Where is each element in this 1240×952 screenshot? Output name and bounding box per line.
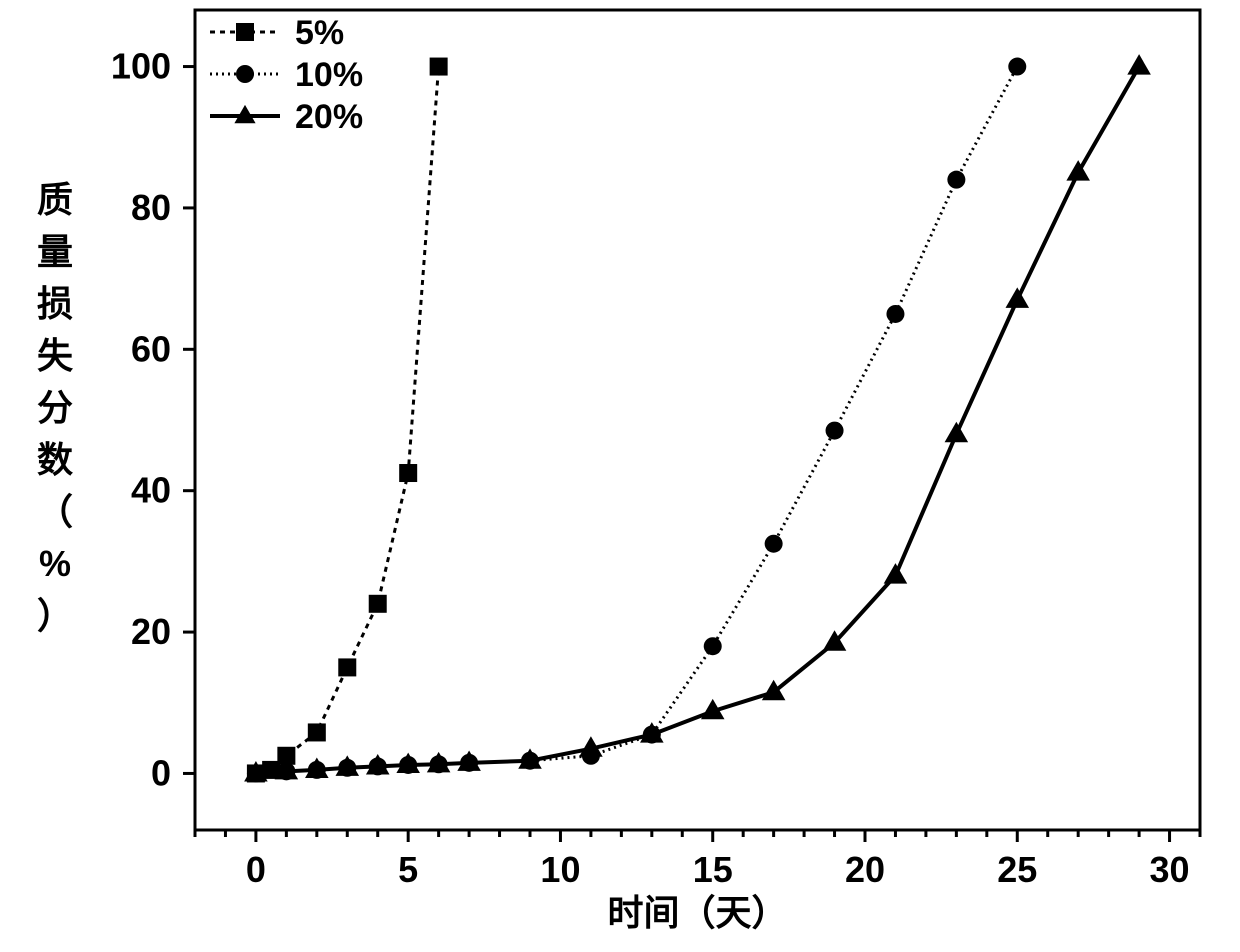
svg-text:0: 0 [246, 849, 266, 890]
svg-text:60: 60 [131, 328, 171, 369]
chart-container: 0 5 10 15 20 25 30 0 20 40 60 80 100 时间（天） 质量损失分数 （% ） 5%… [0, 0, 1240, 952]
svg-text:损: 损 [37, 283, 73, 324]
svg-text:0: 0 [151, 752, 171, 793]
svg-text:5: 5 [398, 849, 418, 890]
svg-text:数: 数 [37, 439, 73, 480]
svg-text:80: 80 [131, 187, 171, 228]
svg-text:20: 20 [845, 849, 885, 890]
line-chart: 0 5 10 15 20 25 30 0 20 40 60 80 100 时间（天） 质量损失分数 （% ） 5%… [0, 0, 1240, 952]
svg-text:100: 100 [111, 46, 171, 87]
svg-text:20%: 20% [295, 98, 363, 136]
svg-text:15: 15 [693, 849, 733, 890]
svg-text:分: 分 [37, 387, 73, 428]
svg-text:）: ） [37, 595, 73, 636]
svg-text:%: % [39, 543, 71, 584]
svg-text:质: 质 [37, 179, 73, 220]
x-axis-label: 时间（天） [607, 892, 787, 933]
svg-text:（: （ [37, 491, 73, 532]
svg-text:10%: 10% [295, 56, 363, 94]
svg-text:10: 10 [540, 849, 580, 890]
svg-text:失: 失 [37, 335, 74, 376]
svg-text:30: 30 [1150, 849, 1190, 890]
svg-text:5%: 5% [295, 14, 344, 52]
svg-text:40: 40 [131, 470, 171, 511]
svg-text:量: 量 [37, 231, 73, 272]
svg-text:20: 20 [131, 611, 171, 652]
svg-text:25: 25 [997, 849, 1037, 890]
